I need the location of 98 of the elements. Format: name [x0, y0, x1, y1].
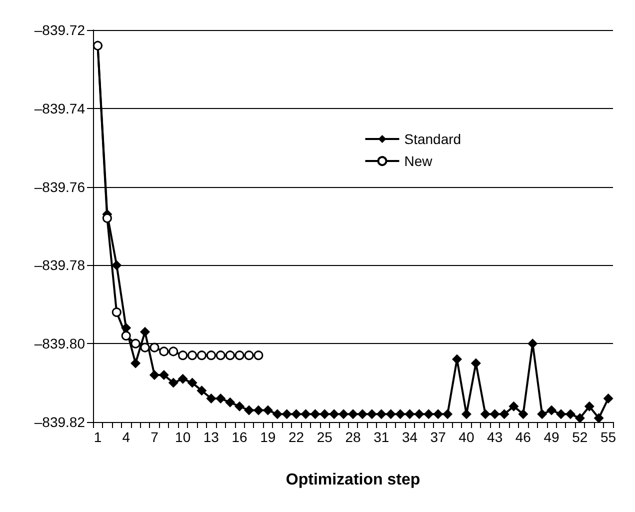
point: [253, 405, 264, 416]
y-tick-label: –839.82: [34, 414, 86, 430]
point: [442, 409, 453, 420]
point: [461, 409, 472, 420]
point: [386, 409, 396, 420]
x-tick-label: 10: [175, 429, 191, 445]
x-tick-label: 34: [402, 429, 418, 445]
point: [178, 350, 188, 360]
point: [149, 370, 160, 380]
point: [102, 213, 112, 223]
x-axis-title: Optimization step: [286, 472, 420, 488]
point: [234, 350, 244, 360]
point: [470, 358, 481, 368]
point: [518, 409, 528, 420]
x-tick-label: 49: [544, 429, 560, 445]
x-tick-label: 16: [232, 429, 248, 445]
point: [528, 338, 538, 349]
point: [140, 342, 150, 352]
point: [556, 409, 566, 420]
point: [338, 409, 349, 420]
point: [225, 350, 235, 360]
x-tick-label: 25: [316, 429, 333, 445]
point: [150, 342, 160, 352]
point: [244, 350, 254, 360]
point: [490, 409, 500, 420]
point: [254, 350, 264, 360]
point: [480, 409, 490, 420]
x-tick-label: 52: [572, 429, 588, 445]
y-tick-label: –839.72: [34, 22, 86, 38]
point: [424, 409, 434, 420]
x-tick-label: 37: [430, 429, 446, 445]
point: [499, 409, 510, 420]
point: [206, 350, 216, 360]
point: [196, 386, 207, 396]
point: [196, 350, 206, 360]
point: [130, 358, 141, 368]
x-tick-label: 13: [203, 429, 220, 445]
point: [282, 409, 292, 420]
point: [206, 393, 216, 404]
point: [594, 413, 604, 424]
x-tick-label: 19: [260, 429, 276, 445]
point: [112, 307, 122, 317]
point: [574, 413, 585, 424]
x-tick-label: 1: [94, 429, 102, 445]
point: [262, 405, 273, 416]
point: [348, 409, 358, 420]
x-tick-label: 55: [600, 429, 616, 445]
point: [121, 322, 132, 333]
point: [603, 393, 614, 404]
point: [158, 370, 169, 380]
y-tick-label: –839.74: [34, 100, 86, 116]
point: [159, 346, 169, 356]
point: [244, 405, 254, 416]
point: [310, 409, 320, 420]
x-tick-label: 4: [122, 429, 130, 445]
legend-label: Standard: [404, 131, 462, 148]
point: [320, 409, 330, 420]
y-tick-label: –839.76: [34, 178, 86, 195]
point: [366, 409, 377, 420]
point: [225, 397, 236, 408]
x-tick-label: 31: [374, 429, 390, 445]
y-tick-label: –839.80: [34, 336, 86, 352]
point: [216, 350, 226, 360]
y-tick-label: –839.78: [34, 257, 86, 274]
legend-label: New: [404, 153, 434, 170]
point: [178, 374, 188, 384]
point: [395, 409, 406, 420]
point: [291, 409, 302, 420]
x-tick-label: 22: [288, 429, 304, 445]
point: [112, 260, 122, 270]
point: [188, 350, 198, 360]
point: [546, 405, 557, 416]
point: [187, 378, 198, 388]
point: [508, 401, 519, 412]
point: [565, 409, 576, 420]
point: [376, 409, 386, 420]
x-tick-label: 40: [458, 429, 474, 445]
point: [433, 409, 444, 420]
point: [140, 326, 150, 337]
point: [584, 401, 594, 412]
point: [168, 346, 178, 356]
point: [121, 331, 131, 341]
point: [130, 338, 140, 348]
point: [216, 393, 226, 404]
point: [272, 409, 282, 420]
x-tick-label: 43: [487, 429, 503, 445]
point: [452, 354, 462, 364]
point: [357, 409, 368, 420]
point: [234, 401, 245, 412]
point: [329, 409, 340, 420]
point: [168, 378, 178, 388]
point: [404, 409, 415, 420]
point: [414, 409, 424, 420]
x-tick-label: 7: [150, 429, 159, 445]
point: [537, 409, 548, 420]
x-tick-label: 28: [345, 429, 361, 445]
x-tick-label: 46: [515, 429, 532, 445]
point: [300, 409, 311, 420]
